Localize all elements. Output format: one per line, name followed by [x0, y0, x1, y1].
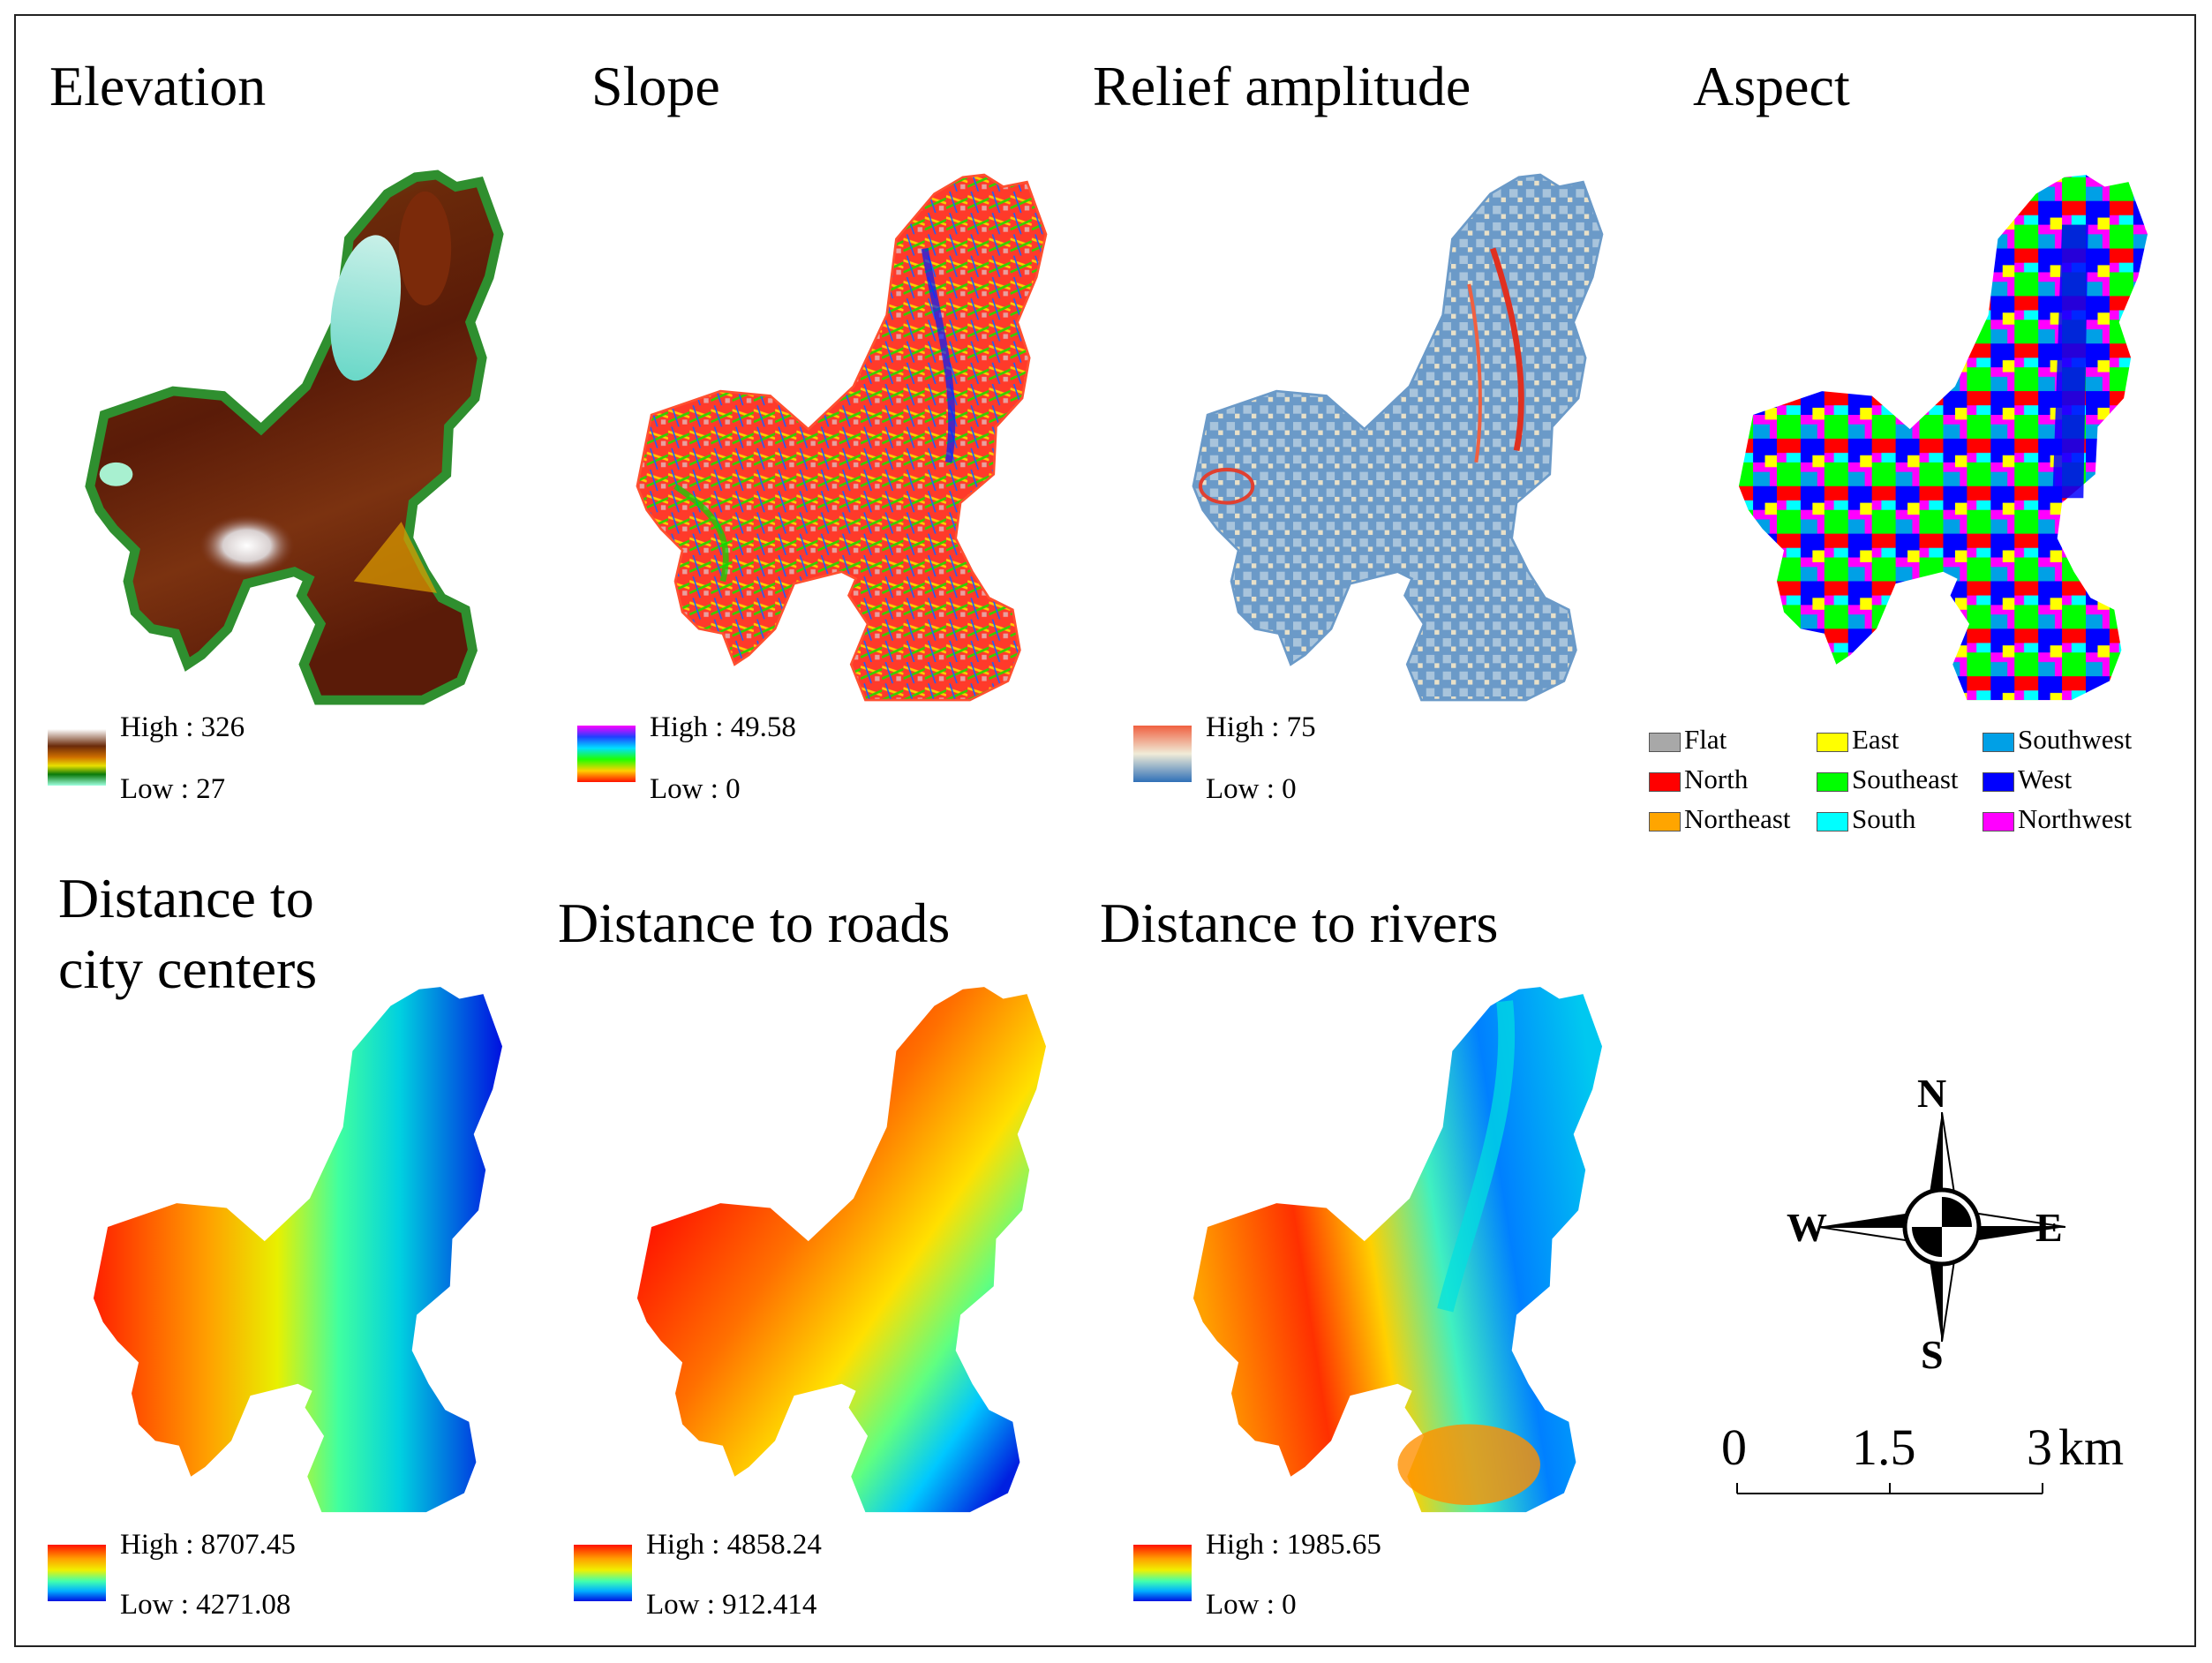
- swatch-southeast: [1817, 771, 1848, 792]
- aspect-legend-east: East: [1817, 724, 1899, 756]
- relief-amplitude-map: [1192, 173, 1604, 702]
- roads-legend-low: Low : 912.414: [646, 1589, 817, 1621]
- city-legend-ramp: [48, 1545, 106, 1601]
- scale-label-0: 0: [1721, 1418, 1747, 1476]
- scale-label-1-5: 1.5: [1852, 1418, 1916, 1476]
- figure-frame: [14, 14, 2196, 1647]
- aspect-legend-north: North: [1649, 764, 1748, 795]
- aspect-legend-south: South: [1817, 803, 1915, 835]
- scale-bar-line: [1736, 1483, 2043, 1494]
- elevation-legend-low: Low : 27: [120, 773, 226, 805]
- compass-s: S: [1921, 1332, 1944, 1377]
- aspect-legend-northwest: Northwest: [1983, 803, 2132, 835]
- aspect-legend-west: West: [1983, 764, 2072, 795]
- scale-unit: km: [2058, 1418, 2125, 1476]
- slope-legend-ramp: [577, 726, 636, 782]
- elevation-legend-ramp: [48, 729, 106, 786]
- scale-label-3: 3: [2027, 1418, 2052, 1476]
- swatch-west: [1983, 771, 2014, 792]
- rivers-legend-low: Low : 0: [1206, 1589, 1297, 1621]
- panel-title-city-line2: city centers: [58, 937, 318, 1000]
- aspect-map: [1738, 175, 2148, 701]
- distance-to-city-centers-map: [93, 987, 502, 1513]
- panel-title-rivers: Distance to rivers: [1100, 892, 1499, 954]
- swatch-flat: [1649, 732, 1681, 752]
- swatch-south: [1817, 811, 1848, 832]
- panel-title-relief-amplitude: Relief amplitude: [1093, 55, 1471, 117]
- slope-legend-low: Low : 0: [650, 773, 741, 805]
- elevation-legend-high: High : 326: [120, 711, 245, 743]
- aspect-legend-southwest: Southwest: [1983, 724, 2132, 756]
- city-legend-high: High : 8707.45: [120, 1529, 296, 1561]
- panel-title-elevation: Elevation: [49, 55, 267, 117]
- aspect-legend-flat: Flat: [1649, 724, 1727, 756]
- slope-legend-high: High : 49.58: [650, 711, 796, 743]
- slope-map: [636, 173, 1048, 702]
- rivers-legend-high: High : 1985.65: [1206, 1529, 1381, 1561]
- compass-rose-icon: [1818, 1112, 2065, 1342]
- roads-legend-high: High : 4858.24: [646, 1529, 822, 1561]
- relief-legend-ramp: [1133, 726, 1192, 782]
- panel-title-roads: Distance to roads: [558, 892, 951, 954]
- aspect-legend-southeast: Southeast: [1817, 764, 1959, 795]
- relief-legend-high: High : 75: [1206, 711, 1316, 743]
- panel-title-slope: Slope: [591, 55, 720, 117]
- compass-e: E: [2035, 1205, 2063, 1250]
- swatch-northwest: [1983, 811, 2014, 832]
- rivers-legend-ramp: [1133, 1545, 1192, 1601]
- swatch-southwest: [1983, 732, 2014, 752]
- swatch-east: [1817, 732, 1848, 752]
- relief-legend-low: Low : 0: [1206, 773, 1297, 805]
- aspect-legend-northeast: Northeast: [1649, 803, 1791, 835]
- elevation-map: [18, 106, 547, 724]
- city-legend-low: Low : 4271.08: [120, 1589, 291, 1621]
- compass-n: N: [1917, 1071, 1947, 1116]
- panel-title-city-line1: Distance to: [58, 867, 314, 929]
- distance-to-rivers-map: [1193, 987, 1602, 1513]
- compass-w: W: [1787, 1205, 1827, 1250]
- panel-title-aspect: Aspect: [1693, 55, 1850, 117]
- swatch-northeast: [1649, 811, 1681, 832]
- distance-to-roads-map: [636, 987, 1046, 1513]
- swatch-north: [1649, 771, 1681, 792]
- roads-legend-ramp: [574, 1545, 632, 1601]
